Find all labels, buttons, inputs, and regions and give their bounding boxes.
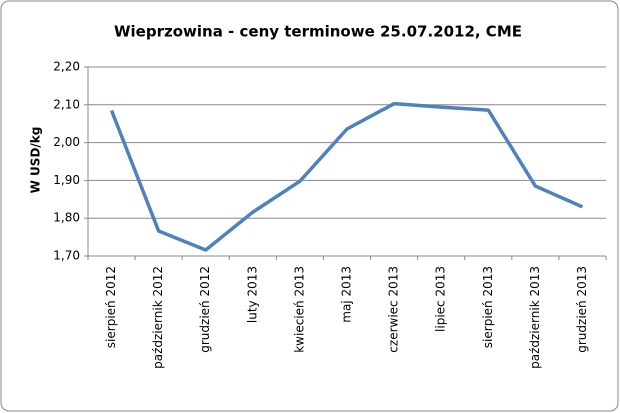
x-tick-label: październik 2013 [528, 266, 542, 369]
data-line [109, 101, 584, 252]
x-tick-label: czerwiec 2013 [387, 266, 401, 353]
y-tick-label: 1,80 [53, 211, 80, 225]
y-tick-label: 1,70 [53, 249, 80, 263]
x-tick-label: sierpień 2013 [481, 266, 495, 348]
x-tick-label: kwiecień 2013 [292, 266, 306, 353]
y-tick-label: 2,10 [53, 97, 80, 111]
x-tick-label: maj 2013 [340, 266, 354, 323]
x-tick-label: luty 2013 [245, 266, 259, 323]
y-tick-label: 1,90 [53, 173, 80, 187]
y-tick-label: 2,00 [53, 135, 80, 149]
x-tick-label: grudzień 2013 [575, 266, 589, 353]
y-axis-label: W USD/kg [29, 127, 43, 194]
x-tick-label: grudzień 2012 [198, 266, 212, 353]
x-tick-label: październik 2012 [151, 266, 165, 369]
x-tick-label: lipiec 2013 [434, 266, 448, 332]
y-tick-label: 2,20 [53, 60, 80, 74]
x-tick-label: sierpień 2012 [104, 266, 118, 348]
chart-title: Wieprzowina - ceny terminowe 25.07.2012,… [114, 23, 522, 41]
